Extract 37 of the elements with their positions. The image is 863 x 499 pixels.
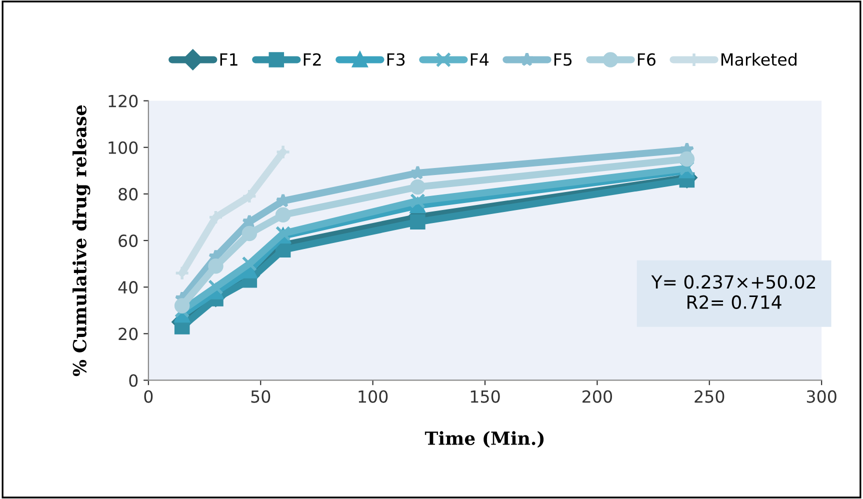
x-axis-title: Time (Min.) (424, 431, 544, 448)
legend-label: F4 (470, 53, 489, 66)
x-tick-label: 250 (694, 390, 724, 403)
x-tick-label: 200 (582, 390, 612, 403)
legend-label: F3 (387, 53, 405, 66)
legend-label: F1 (220, 53, 238, 66)
y-tick-label: 120 (108, 94, 138, 108)
point (679, 151, 695, 167)
legend-label: F5 (554, 53, 572, 66)
legend-label: F6 (638, 53, 656, 66)
point (275, 207, 291, 223)
x-tick-label: 100 (358, 390, 388, 403)
legend-label: Marketed (721, 52, 796, 66)
x-tick-label: 0 (144, 390, 153, 403)
point (208, 210, 224, 225)
point (242, 256, 258, 272)
x-tick-label: 150 (470, 390, 500, 403)
point (174, 265, 190, 281)
x-tick-label: 300 (806, 390, 836, 403)
y-axis-title: % Cumulative drug release (72, 105, 90, 376)
point (242, 226, 258, 242)
point (208, 258, 224, 274)
point (208, 279, 224, 295)
y-tick-label: 100 (108, 141, 138, 154)
point (275, 144, 291, 160)
y-tick-label: 20 (118, 328, 138, 340)
point (174, 298, 190, 314)
x-tick-label: 50 (251, 390, 270, 403)
y-tick-label: 80 (118, 188, 138, 201)
point (242, 188, 258, 204)
point (410, 179, 426, 195)
legend-label: F2 (304, 53, 321, 66)
y-tick-label: 40 (118, 281, 138, 294)
point (410, 193, 426, 209)
annotation: Y= 0.237×+50.02 R2= 0.714 (651, 275, 816, 309)
y-tick-label: 60 (118, 234, 138, 248)
y-tick-label: 0 (129, 374, 138, 387)
